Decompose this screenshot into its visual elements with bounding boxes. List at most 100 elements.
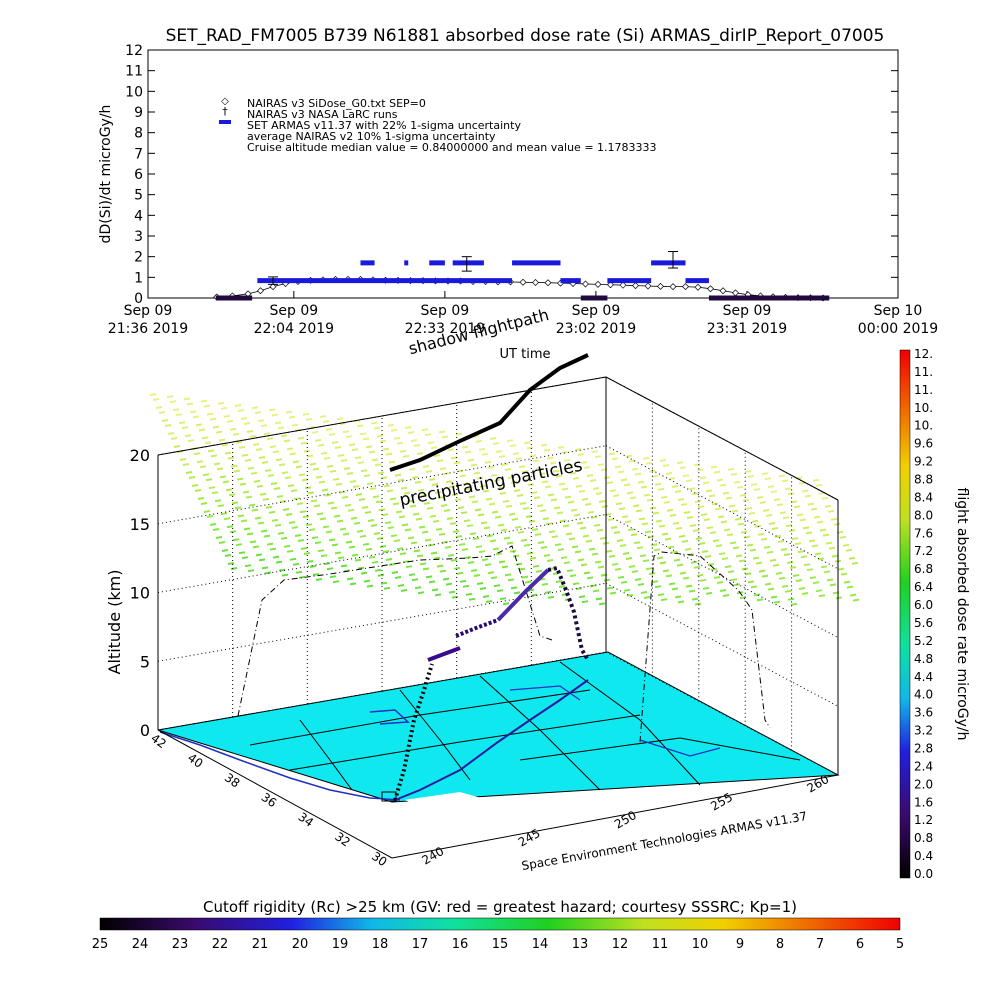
precip-dash <box>356 529 364 533</box>
precip-dash <box>672 521 680 525</box>
precip-dash <box>329 469 337 473</box>
precip-dash <box>448 590 456 594</box>
precip-dash <box>761 574 769 578</box>
nairas-point <box>719 287 727 295</box>
precip-dash <box>781 479 789 483</box>
precip-dash <box>520 538 528 542</box>
precip-dash <box>297 436 305 440</box>
precip-dash <box>502 602 510 606</box>
dose-colorbar-label: flight absorbed dose rate microGy/h <box>954 488 970 741</box>
precip-dash <box>336 417 344 421</box>
precip-dash <box>773 498 781 502</box>
precip-dash <box>184 434 192 438</box>
dose-colorbar-tick-label: 9.6 <box>914 437 933 451</box>
precip-dash <box>232 432 240 436</box>
precip-dash <box>199 465 207 469</box>
precip-dash <box>649 506 657 510</box>
precip-dash <box>576 521 584 525</box>
precip-dash <box>262 497 270 501</box>
precip-dash <box>291 526 299 529</box>
precip-dash <box>402 454 410 458</box>
precip-dash <box>513 591 521 595</box>
nairas-point <box>594 280 602 288</box>
precip-dash <box>548 530 556 534</box>
precip-dash <box>386 489 394 493</box>
flightpath-3d-cruise-3 <box>547 565 590 662</box>
flightpath-3d-low <box>427 646 461 662</box>
precip-dash <box>601 505 609 508</box>
precip-dash <box>655 519 663 523</box>
precip-dash <box>490 473 498 477</box>
dose-x-tick-label-day: Sep 10 <box>874 303 923 319</box>
dose-x-tick-label-time: 22:04 2019 <box>254 321 334 337</box>
precip-dash <box>425 575 433 579</box>
precip-dash <box>497 523 505 527</box>
precip-dash <box>731 509 739 513</box>
precip-dash <box>572 476 580 480</box>
precip-dash <box>475 439 483 443</box>
precip-dash <box>759 501 767 504</box>
precip-dash <box>740 530 748 534</box>
precip-dash <box>755 561 763 565</box>
map-rc-contour-2 <box>509 685 581 701</box>
precip-dash <box>577 558 585 562</box>
precip-dash <box>343 467 351 470</box>
precip-dash <box>277 531 285 535</box>
precip-dash <box>453 461 461 465</box>
precip-dash <box>389 497 397 501</box>
precip-dash <box>224 554 232 557</box>
dose-colorbar-tick-label: 6.8 <box>914 562 933 576</box>
precip-dash <box>212 425 220 429</box>
precip-dash <box>634 578 642 581</box>
precip-dash <box>561 487 569 491</box>
precip-dash <box>533 496 541 500</box>
precip-dash <box>261 461 269 464</box>
dose-x-tick-label-time: 22:33 2019 <box>405 321 485 337</box>
precip-dash <box>439 467 447 471</box>
precip-dash <box>498 560 506 564</box>
precip-dash <box>340 564 348 568</box>
precip-dash <box>436 564 444 568</box>
precip-dash <box>671 587 679 591</box>
precip-dash <box>342 430 350 434</box>
precip-dash <box>373 426 381 430</box>
dose-colorbar-tick-label: 5.2 <box>914 634 933 648</box>
precip-dash <box>722 491 730 495</box>
precip-dash <box>285 513 293 516</box>
precip-dash <box>699 578 707 582</box>
precip-dash <box>430 446 438 450</box>
precip-dash <box>353 419 361 423</box>
precip-dash <box>590 515 598 519</box>
precip-dash <box>635 509 643 513</box>
precip-dash <box>245 495 253 499</box>
precip-dash <box>580 461 588 464</box>
rigidity-colorbar-tick-label: 6 <box>856 937 864 952</box>
altitude-gridline-back <box>157 445 607 525</box>
precip-dash <box>704 555 712 558</box>
precip-dash <box>584 502 592 506</box>
precip-dash <box>629 496 637 500</box>
precip-dash <box>659 459 667 462</box>
map-state-border-5 <box>249 689 591 746</box>
precip-dash <box>592 589 600 593</box>
precip-dash <box>623 483 631 487</box>
precip-dash <box>325 530 333 534</box>
precip-dash <box>335 482 343 486</box>
precip-dash <box>730 472 738 476</box>
lat-axis-line <box>157 729 393 859</box>
longitude-tick-label: 250 <box>612 808 639 832</box>
precip-dash <box>823 570 831 574</box>
rigidity-colorbar <box>99 917 901 931</box>
precip-dash <box>781 584 789 588</box>
precip-dash <box>359 534 367 538</box>
precip-dash <box>536 504 544 508</box>
precip-dash <box>643 596 651 599</box>
precip-dash <box>521 575 529 579</box>
precip-dash <box>248 503 256 507</box>
precip-dash <box>345 540 353 544</box>
precip-dash <box>708 494 716 498</box>
dose-colorbar-tick-label: 2.0 <box>914 777 933 791</box>
precip-dash <box>359 432 367 436</box>
precip-dash <box>418 525 426 529</box>
precip-dash <box>437 496 445 499</box>
